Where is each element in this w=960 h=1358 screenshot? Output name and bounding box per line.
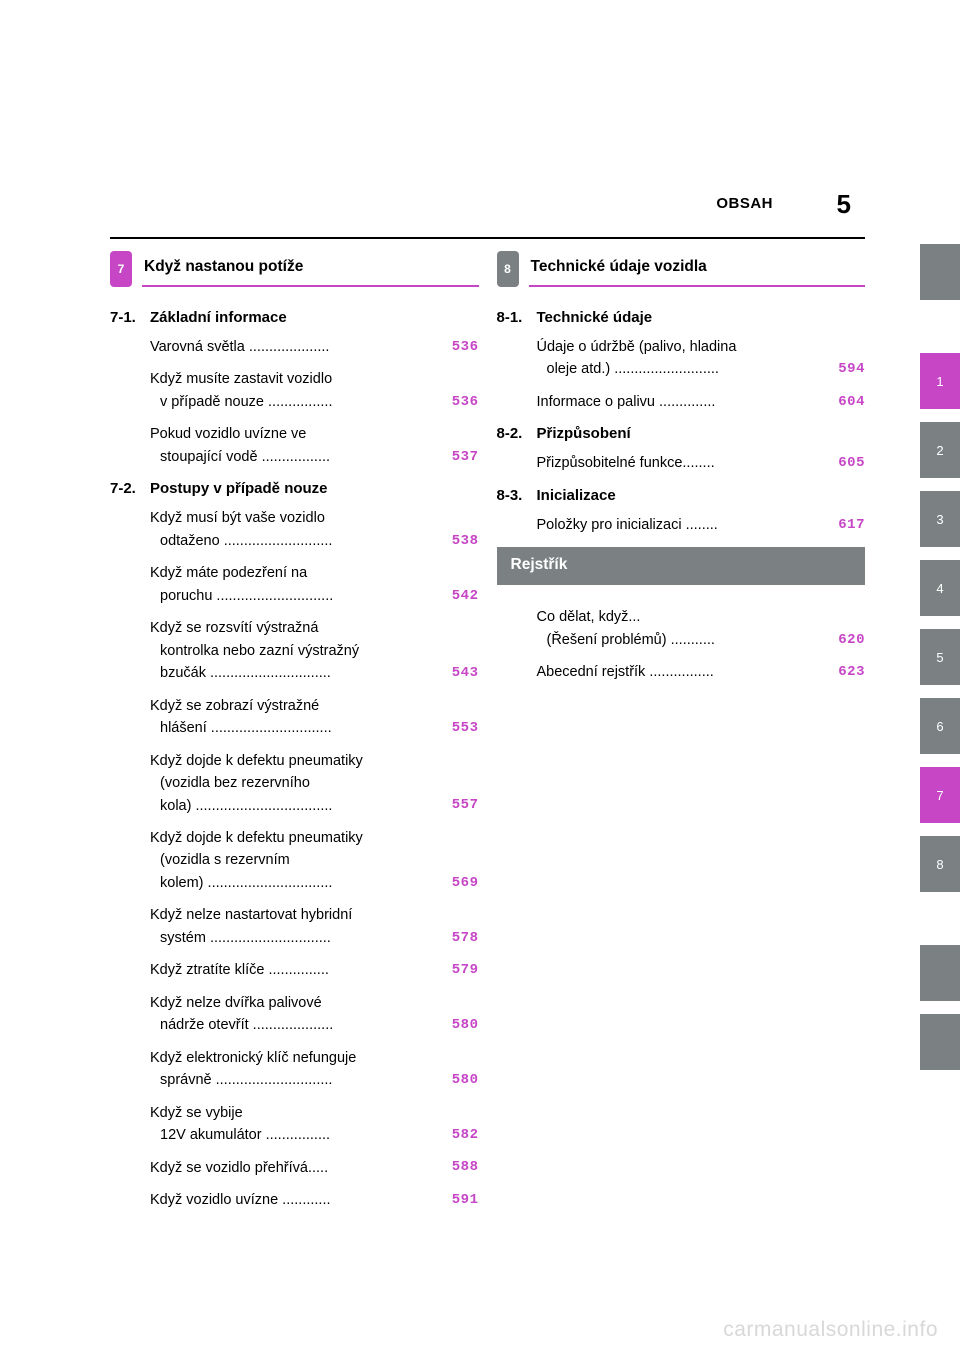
toc-entry[interactable]: Přizpůsobitelné funkce........ 605 — [537, 452, 866, 474]
index-entries: Co dělat, když... (Řešení problémů) ....… — [497, 606, 866, 683]
toc-entry[interactable]: Když dojde k defektu pneumatiky (vozidla… — [150, 827, 479, 894]
sub-7-2-title: Postupy v případě nouze — [150, 480, 328, 497]
column-left: 7 Když nastanou potíže 7-1. Základní inf… — [110, 251, 479, 1224]
page-link: 623 — [838, 662, 865, 684]
sub-7-1-num: 7-1. — [110, 309, 150, 326]
tab-blank-b[interactable] — [920, 1014, 960, 1070]
toc-entry[interactable]: Když se zobrazí výstražné hlášení ......… — [150, 695, 479, 740]
toc-entry[interactable]: Když ztratíte klíče ............... 579 — [150, 959, 479, 981]
tab-4[interactable]: 4 — [920, 560, 960, 616]
sub-8-3-title: Inicializace — [537, 487, 616, 504]
page-link: 579 — [452, 960, 479, 982]
page-link: 569 — [452, 873, 479, 895]
index-title: Rejstřík — [497, 547, 866, 585]
tab-6[interactable]: 6 — [920, 698, 960, 754]
watermark: carmanualsonline.info — [723, 1318, 938, 1342]
toc-entry[interactable]: Když máte podezření na poruchu .........… — [150, 562, 479, 607]
sub-8-3-num: 8-3. — [497, 487, 537, 504]
toc-entry[interactable]: Abecední rejstřík ................ 623 — [537, 661, 866, 683]
index-head: Rejstřík — [497, 548, 866, 584]
subsection-7-2: 7-2. Postupy v případě nouze Když musí b… — [110, 480, 479, 1211]
toc-entry[interactable]: Když musíte zastavit vozidlo v případě n… — [150, 368, 479, 413]
toc-entry[interactable]: Varovná světla .................... 536 — [150, 336, 479, 358]
toc-entry[interactable]: Když musí být vaše vozidlo odtaženo ....… — [150, 507, 479, 552]
tab-blank-a[interactable] — [920, 945, 960, 1001]
page-link: 580 — [452, 1015, 479, 1037]
sub-7-2-num: 7-2. — [110, 480, 150, 497]
page-link: 557 — [452, 795, 479, 817]
header-label: OBSAH — [716, 195, 773, 212]
page-link: 542 — [452, 586, 479, 608]
page-content: OBSAH 5 7 Když nastanou potíže 7-1. Zákl… — [110, 195, 865, 1224]
page-link: 620 — [838, 630, 865, 652]
toc-entry[interactable]: Údaje o údržbě (palivo, hladina oleje at… — [537, 336, 866, 381]
column-right: 8 Technické údaje vozidla 8-1. Technické… — [497, 251, 866, 1224]
toc-entry[interactable]: Pokud vozidlo uvízne ve stoupající vodě … — [150, 423, 479, 468]
page-link: 591 — [452, 1190, 479, 1212]
subsection-8-2: 8-2. Přizpůsobení Přizpůsobitelné funkce… — [497, 425, 866, 474]
page-link: 553 — [452, 718, 479, 740]
header-rule — [110, 237, 865, 239]
sub-8-2-title: Přizpůsobení — [537, 425, 631, 442]
page-link: 594 — [838, 359, 865, 381]
tab-5[interactable]: 5 — [920, 629, 960, 685]
page-link: 582 — [452, 1125, 479, 1147]
page-header: OBSAH 5 — [110, 195, 865, 229]
sub-8-1-title: Technické údaje — [537, 309, 653, 326]
chapter-tabs: 1 2 3 4 5 6 7 8 — [920, 244, 960, 1083]
page-link: 604 — [838, 392, 865, 414]
toc-entry[interactable]: Když se vybije 12V akumulátor ..........… — [150, 1102, 479, 1147]
toc-entry[interactable]: Když se rozsvítí výstražná kontrolka neb… — [150, 617, 479, 684]
page-link: 537 — [452, 447, 479, 469]
sub-7-1-title: Základní informace — [150, 309, 287, 326]
section-7-title: Když nastanou potíže — [142, 251, 479, 287]
page-number: 5 — [837, 189, 851, 220]
tab-blank-top[interactable] — [920, 244, 960, 300]
sub-8-1-num: 8-1. — [497, 309, 537, 326]
page-link: 538 — [452, 531, 479, 553]
page-link: 580 — [452, 1070, 479, 1092]
tab-7[interactable]: 7 — [920, 767, 960, 823]
page-link: 605 — [838, 453, 865, 475]
toc-entry[interactable]: Když elektronický klíč nefunguje správně… — [150, 1047, 479, 1092]
subsection-8-1: 8-1. Technické údaje Údaje o údržbě (pal… — [497, 309, 866, 413]
section-7-pill: 7 — [110, 251, 132, 287]
tab-2[interactable]: 2 — [920, 422, 960, 478]
section-8-title: Technické údaje vozidla — [529, 251, 866, 287]
toc-entry[interactable]: Informace o palivu .............. 604 — [537, 391, 866, 413]
tab-1[interactable]: 1 — [920, 353, 960, 409]
page-link: 536 — [452, 392, 479, 414]
subsection-8-3: 8-3. Inicializace Položky pro inicializa… — [497, 487, 866, 536]
toc-entry[interactable]: Když vozidlo uvízne ............ 591 — [150, 1189, 479, 1211]
toc-entry[interactable]: Když nelze dvířka palivové nádrže otevří… — [150, 992, 479, 1037]
tab-3[interactable]: 3 — [920, 491, 960, 547]
page-link: 617 — [838, 515, 865, 537]
toc-entry[interactable]: Položky pro inicializaci ........ 617 — [537, 514, 866, 536]
page-link: 588 — [452, 1157, 479, 1179]
page-link: 536 — [452, 337, 479, 359]
section-7-head: 7 Když nastanou potíže — [110, 251, 479, 287]
tab-8[interactable]: 8 — [920, 836, 960, 892]
toc-entry[interactable]: Když dojde k defektu pneumatiky (vozidla… — [150, 750, 479, 817]
toc-entry[interactable]: Co dělat, když... (Řešení problémů) ....… — [537, 606, 866, 651]
subsection-7-1: 7-1. Základní informace Varovná světla .… — [110, 309, 479, 468]
toc-entry[interactable]: Když se vozidlo přehřívá..... 588 — [150, 1157, 479, 1179]
section-8-pill: 8 — [497, 251, 519, 287]
toc-entry[interactable]: Když nelze nastartovat hybridní systém .… — [150, 904, 479, 949]
sub-8-2-num: 8-2. — [497, 425, 537, 442]
page-link: 578 — [452, 928, 479, 950]
page-link: 543 — [452, 663, 479, 685]
section-8-head: 8 Technické údaje vozidla — [497, 251, 866, 287]
